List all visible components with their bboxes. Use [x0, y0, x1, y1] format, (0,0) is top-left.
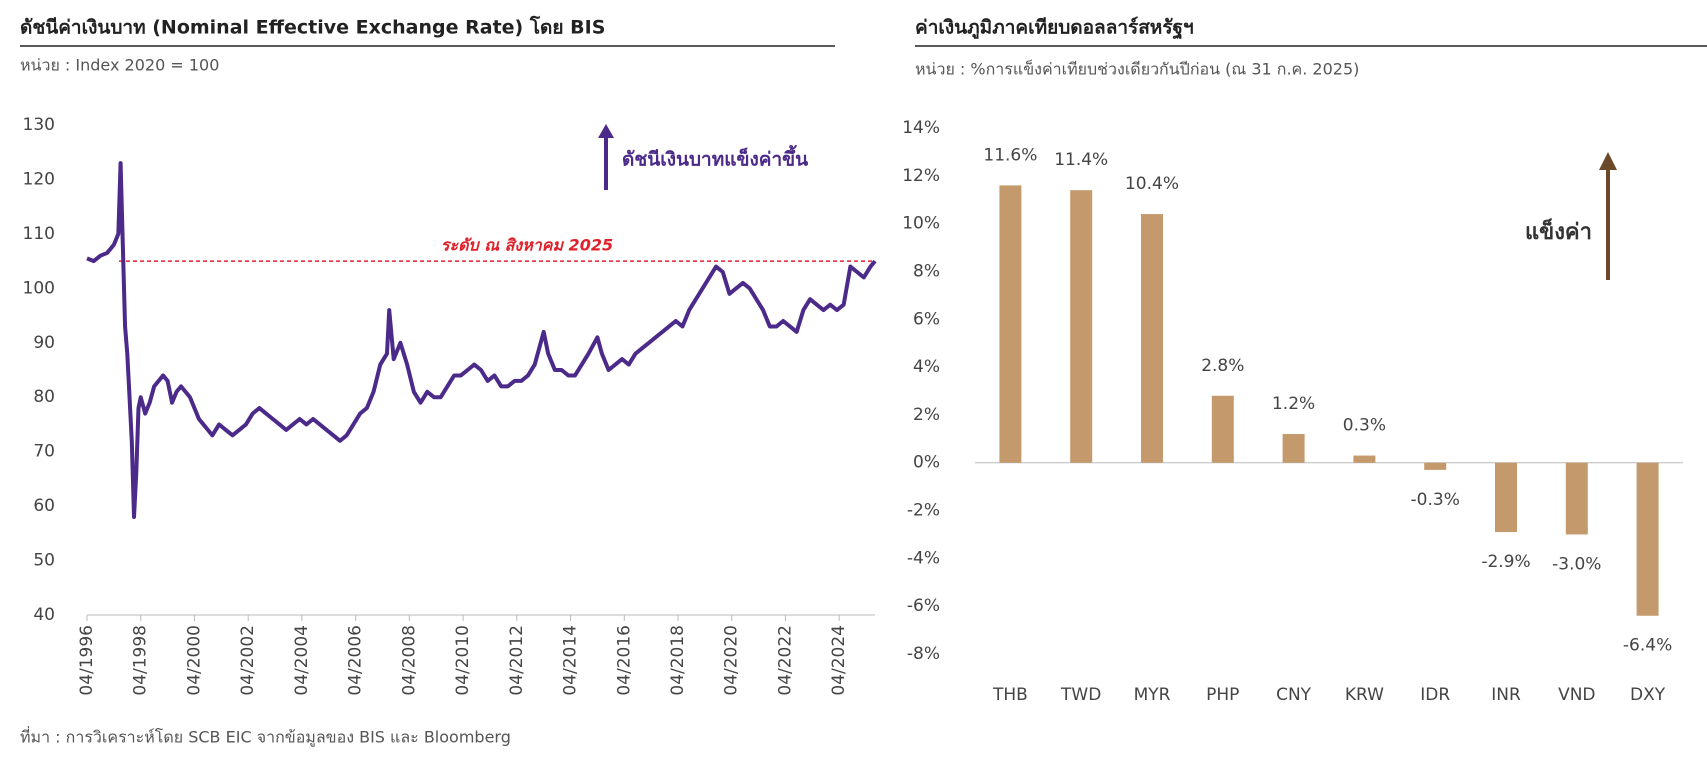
value-label: 10.4%	[1125, 174, 1179, 194]
annotation: ดัชนีเงินบาทแข็งค่าขึ้น	[622, 145, 808, 171]
y-tick-label: 90	[33, 333, 55, 353]
x-tick-label: TWD	[1060, 685, 1101, 705]
x-tick-label: IDR	[1420, 685, 1450, 705]
x-tick-label: 04/2016	[614, 625, 634, 696]
x-tick-label: 04/1998	[131, 625, 151, 696]
x-tick-label: 04/2000	[184, 625, 204, 696]
y-tick-label: 120	[23, 169, 55, 189]
value-label: 2.8%	[1201, 356, 1244, 376]
value-label: -0.3%	[1411, 490, 1460, 510]
y-tick-label: -2%	[907, 501, 940, 521]
bar	[1141, 214, 1163, 463]
bar	[1353, 455, 1376, 463]
reference-label: ระดับ ณ สิงหาคม 2025	[441, 236, 613, 255]
y-tick-label: 6%	[913, 309, 940, 329]
annotation: แข็งค่า	[1525, 217, 1592, 245]
y-tick-label: -8%	[907, 644, 940, 664]
right-title: ค่าเงินภูมิภาคเทียบดอลลาร์สหรัฐฯ	[915, 17, 1194, 41]
left-subtitle: หน่วย : Index 2020 = 100	[20, 56, 219, 75]
bar	[1565, 462, 1588, 535]
bar	[1636, 462, 1659, 616]
right-subtitle: หน่วย : %การแข็งค่าเทียบช่วงเดียวกันปีก่…	[915, 59, 1359, 79]
value-label: 11.6%	[983, 145, 1037, 165]
x-tick-label: CNY	[1276, 685, 1312, 705]
y-tick-label: 4%	[913, 357, 940, 377]
x-tick-label: 04/2018	[668, 625, 688, 696]
x-tick-label: 04/2006	[346, 625, 366, 696]
x-tick-label: 04/2014	[561, 625, 581, 696]
x-tick-label: 04/2004	[292, 625, 312, 696]
x-tick-label: THB	[992, 685, 1028, 705]
y-tick-label: 60	[33, 496, 55, 516]
x-tick-label: 04/2020	[722, 625, 742, 696]
x-tick-label: INR	[1491, 685, 1521, 705]
arrow-head	[1599, 152, 1617, 170]
bar	[1282, 434, 1305, 463]
x-tick-label: PHP	[1206, 685, 1239, 705]
y-tick-label: 80	[33, 387, 55, 407]
bar	[999, 185, 1022, 463]
value-label: -2.9%	[1481, 552, 1530, 572]
bar	[1424, 462, 1447, 470]
y-tick-label: 0%	[913, 453, 940, 473]
arrow-head	[598, 124, 614, 138]
y-tick-label: 130	[23, 115, 55, 135]
y-tick-label: 8%	[913, 261, 940, 281]
x-tick-label: KRW	[1345, 685, 1384, 705]
x-tick-label: VND	[1558, 685, 1595, 705]
y-tick-label: 70	[33, 442, 55, 462]
y-tick-label: 100	[23, 278, 55, 298]
x-tick-label: 04/2010	[453, 625, 473, 696]
x-tick-label: 04/2002	[238, 625, 258, 696]
bar	[1495, 462, 1517, 533]
x-tick-label: MYR	[1134, 685, 1171, 705]
y-tick-label: 40	[33, 605, 55, 625]
y-tick-label: 50	[33, 551, 55, 571]
x-tick-label: 04/2008	[399, 625, 419, 696]
bar	[1211, 395, 1234, 463]
y-tick-label: -6%	[907, 596, 940, 616]
y-tick-label: 110	[23, 224, 55, 244]
value-label: -6.4%	[1623, 636, 1672, 656]
left-title: ดัชนีค่าเงินบาท (Nominal Effective Excha…	[20, 16, 605, 39]
value-label: 0.3%	[1343, 416, 1386, 436]
line-series	[86, 161, 877, 519]
y-tick-label: 14%	[902, 118, 940, 138]
bar	[1070, 190, 1093, 463]
x-tick-label: 04/1996	[77, 625, 97, 696]
y-tick-label: -4%	[907, 548, 940, 568]
value-label: -3.0%	[1552, 554, 1601, 574]
y-tick-label: 12%	[902, 166, 940, 186]
x-tick-label: 04/2022	[775, 625, 795, 696]
x-tick-label: DXY	[1630, 685, 1666, 705]
y-tick-label: 10%	[902, 214, 940, 234]
source: ที่มา : การวิเคราะห์โดย SCB EIC จากข้อมู…	[20, 726, 511, 748]
value-label: 1.2%	[1272, 394, 1315, 414]
value-label: 11.4%	[1054, 150, 1108, 170]
y-tick-label: 2%	[913, 405, 940, 425]
x-tick-label: 04/2024	[829, 625, 849, 696]
x-tick-label: 04/2012	[507, 625, 527, 696]
